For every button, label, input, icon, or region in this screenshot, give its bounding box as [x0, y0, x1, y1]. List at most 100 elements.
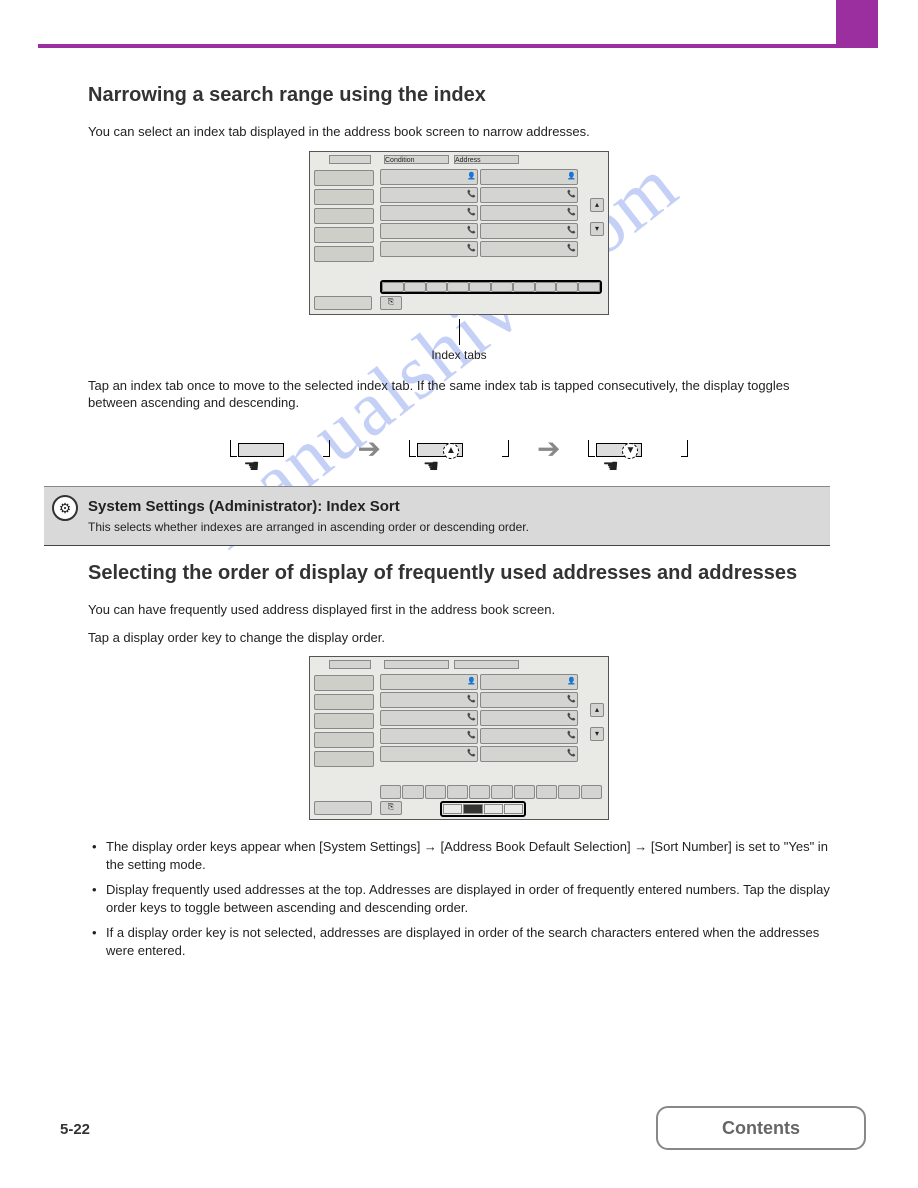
tab-address[interactable]: Address — [454, 155, 519, 164]
left-btn[interactable] — [314, 208, 374, 224]
address-grid: 👤👤 📞📞 📞📞 📞📞 📞📞 — [380, 674, 578, 764]
note-item: The display order keys appear when [Syst… — [92, 838, 830, 873]
scroll-down-button[interactable]: ▾ — [590, 222, 604, 236]
index-key[interactable] — [380, 785, 401, 799]
index-key[interactable] — [535, 282, 557, 292]
order-key[interactable] — [504, 804, 523, 814]
index-key[interactable] — [447, 785, 468, 799]
addr-cell[interactable]: 📞 — [480, 187, 578, 203]
index-key[interactable] — [426, 282, 448, 292]
left-btn[interactable] — [314, 170, 374, 186]
index-key[interactable] — [491, 282, 513, 292]
note-item: If a display order key is not selected, … — [92, 924, 830, 959]
callout-line — [459, 319, 460, 345]
addr-cell[interactable]: 👤 — [380, 674, 478, 690]
page-content: Narrowing a search range using the index… — [88, 82, 830, 967]
section1-title: Narrowing a search range using the index — [88, 82, 830, 109]
arrow-icon: ➔ — [358, 430, 381, 468]
notes-list: The display order keys appear when [Syst… — [92, 838, 830, 959]
addr-cell[interactable]: 📞 — [480, 746, 578, 762]
play-controls[interactable] — [329, 660, 371, 669]
index-key[interactable] — [556, 282, 578, 292]
section1-p1: You can select an index tab displayed in… — [88, 123, 830, 141]
addr-cell[interactable]: 📞 — [380, 746, 478, 762]
close-button[interactable] — [314, 801, 372, 815]
left-nav — [314, 675, 374, 770]
index-key[interactable] — [402, 785, 423, 799]
hand-icon: ☚ — [602, 454, 618, 478]
addr-cell[interactable]: 📞 — [480, 205, 578, 221]
index-tabs-highlight — [380, 280, 602, 294]
addr-cell[interactable]: 📞 — [480, 710, 578, 726]
scroll-buttons: ▴ ▾ — [590, 703, 604, 751]
arrow-icon: ➔ — [537, 430, 560, 468]
addr-cell[interactable]: 📞 — [380, 692, 478, 708]
addr-cell[interactable]: 📞 — [380, 187, 478, 203]
note-item: Display frequently used addresses at the… — [92, 881, 830, 916]
index-key[interactable] — [578, 282, 600, 292]
tab-condition[interactable] — [384, 660, 449, 669]
addr-cell[interactable]: 📞 — [380, 223, 478, 239]
scroll-down-button[interactable]: ▾ — [590, 727, 604, 741]
gear-icon: ⚙ — [52, 495, 78, 521]
order-key-selected[interactable] — [463, 804, 482, 814]
scroll-up-button[interactable]: ▴ — [590, 703, 604, 717]
left-nav — [314, 170, 374, 265]
addr-cell[interactable]: 👤 — [480, 674, 578, 690]
index-key[interactable] — [514, 785, 535, 799]
addr-cell[interactable]: 📞 — [480, 692, 578, 708]
detail-button[interactable]: ⎘ — [380, 296, 402, 310]
index-key[interactable] — [469, 282, 491, 292]
addr-cell[interactable]: 📞 — [480, 728, 578, 744]
close-button[interactable] — [314, 296, 372, 310]
addr-cell[interactable]: 📞 — [380, 205, 478, 221]
index-key[interactable] — [404, 282, 426, 292]
left-btn[interactable] — [314, 751, 374, 767]
index-key[interactable] — [469, 785, 490, 799]
left-btn[interactable] — [314, 246, 374, 262]
index-key[interactable] — [425, 785, 446, 799]
addr-cell[interactable]: 📞 — [380, 728, 478, 744]
addr-cell[interactable]: 📞 — [480, 223, 578, 239]
callout-label: Index tabs — [88, 347, 830, 363]
step-tab-1: ☚ — [230, 435, 330, 463]
addr-cell[interactable]: 📞 — [380, 710, 478, 726]
addr-cell[interactable]: 👤 — [480, 169, 578, 185]
contents-button[interactable]: Contents — [656, 1106, 866, 1150]
tap-sequence: ☚ ➔ ▲ ☚ ➔ ▼ ☚ — [88, 430, 830, 468]
hand-icon: ☚ — [423, 454, 439, 478]
addr-cell[interactable]: 📞 — [380, 241, 478, 257]
addr-cell[interactable]: 👤 — [380, 169, 478, 185]
scroll-up-button[interactable]: ▴ — [590, 198, 604, 212]
section2-title: Selecting the order of display of freque… — [88, 560, 830, 587]
index-key[interactable] — [536, 785, 557, 799]
left-btn[interactable] — [314, 694, 374, 710]
play-controls[interactable] — [329, 155, 371, 164]
page-number: 5-22 — [60, 1120, 90, 1140]
index-key[interactable] — [447, 282, 469, 292]
step-tab-3: ▼ ☚ — [588, 435, 688, 463]
address-grid: 👤👤 📞📞 📞📞 📞📞 📞📞 — [380, 169, 578, 259]
left-btn[interactable] — [314, 713, 374, 729]
left-btn[interactable] — [314, 732, 374, 748]
left-btn[interactable] — [314, 189, 374, 205]
index-key[interactable] — [513, 282, 535, 292]
section2-p1: You can have frequently used address dis… — [88, 601, 830, 619]
tab-address[interactable] — [454, 660, 519, 669]
index-key[interactable] — [558, 785, 579, 799]
step-tab-2: ▲ ☚ — [409, 435, 509, 463]
left-btn[interactable] — [314, 675, 374, 691]
tab-condition[interactable]: Condition — [384, 155, 449, 164]
order-key[interactable] — [484, 804, 503, 814]
index-key[interactable] — [491, 785, 512, 799]
detail-button[interactable]: ⎘ — [380, 801, 402, 815]
section1-p2: Tap an index tab once to move to the sel… — [88, 377, 830, 412]
index-key[interactable] — [382, 282, 404, 292]
addr-cell[interactable]: 📞 — [480, 241, 578, 257]
index-key[interactable] — [581, 785, 602, 799]
address-panel-1: Condition Address 👤👤 📞📞 📞📞 📞📞 📞📞 ▴ ▾ — [309, 151, 609, 315]
section2-p2: Tap a display order key to change the di… — [88, 629, 830, 647]
order-key[interactable] — [443, 804, 462, 814]
left-btn[interactable] — [314, 227, 374, 243]
sysband-sub: This selects whether indexes are arrange… — [88, 519, 818, 535]
